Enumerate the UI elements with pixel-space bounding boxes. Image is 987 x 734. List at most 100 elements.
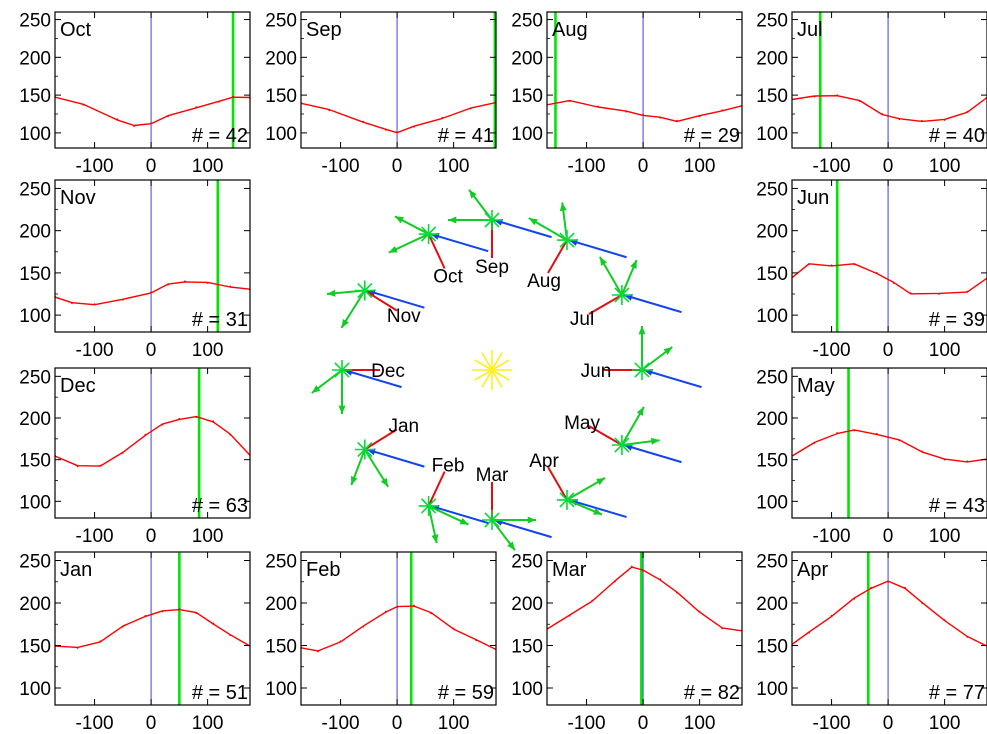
data-point [676,119,678,122]
data-point [413,125,415,128]
month-label: Dec [371,361,405,382]
orbit-may: May [564,406,682,464]
x-tick-label: 0 [883,156,894,177]
y-tick-label: 250 [19,179,51,200]
series-line [55,96,250,127]
green-arrow-head [311,385,321,393]
x-tick-label: 0 [146,156,157,177]
data-point [808,263,810,266]
y-tick-label: 200 [19,48,51,69]
red-line [588,425,623,446]
red-line [588,294,623,315]
data-point [625,110,627,113]
green-arrow-head [636,406,644,416]
data-point [161,423,164,426]
month-label: Feb [432,455,465,476]
data-point [698,610,701,613]
month-label: Jan [388,416,419,437]
data-point [966,636,969,638]
x-tick-label: 100 [929,526,961,547]
y-tick-label: 150 [756,637,788,658]
y-tick-label: 200 [756,222,788,243]
count-label: # = 29 [684,125,740,147]
count-label: # = 59 [438,682,494,704]
data-point [93,303,96,305]
y-tick-label: 100 [511,679,543,700]
data-point [317,650,319,653]
y-tick-label: 200 [756,594,788,615]
x-tick-label: 100 [684,156,716,177]
star-icon [420,498,437,514]
data-point [396,606,398,609]
x-tick-label: 0 [638,713,649,734]
data-point [116,118,119,121]
data-point [161,610,164,613]
data-point [966,460,969,463]
data-point [328,109,331,112]
data-point [676,591,678,594]
x-tick-label: -100 [76,340,114,361]
series-line [792,580,987,647]
y-tick-label: 200 [756,48,788,69]
green-arrow-head [559,202,567,212]
y-tick-label: 150 [19,264,51,285]
data-point [721,109,724,112]
data-point [836,432,839,434]
series-line [55,415,250,467]
x-tick-label: -100 [813,713,851,734]
green-arrow-head [394,216,404,224]
x-tick-label: 0 [883,340,894,361]
panel-apr: 250 200 150 100 -100 0 100 Apr # = 77 [756,551,987,734]
data-point [430,612,432,615]
series-line [547,99,742,123]
panel-title: Mar [552,559,587,581]
y-tick-label: 100 [19,124,51,145]
blue-arrow [366,448,425,468]
series-line [55,608,250,649]
panel-title: Dec [60,375,96,397]
y-tick-label: 250 [19,11,51,32]
y-tick-label: 250 [756,367,788,388]
orbit-mar: Mar [476,465,552,551]
data-point [875,432,878,435]
data-point [721,627,724,630]
green-arrow-head [431,534,439,544]
star-icon [484,212,500,228]
data-point [206,282,209,284]
panel-dec: 250 200 150 100 -100 0 100 Dec # = 63 [19,367,251,547]
plot-frame [546,11,743,149]
panel-title: Aug [552,19,588,41]
data-point [384,129,387,131]
data-point [853,429,856,432]
data-point [966,110,969,113]
data-point [836,94,839,96]
x-tick-label: -100 [568,156,606,177]
green-arrow-head [528,218,538,226]
star-icon [614,437,630,453]
data-point [362,120,365,123]
green-arrow-head [341,318,349,328]
x-tick-label: -100 [568,713,606,734]
data-point [99,640,102,643]
count-label: # = 63 [192,495,248,517]
data-point [121,625,124,628]
y-tick-label: 100 [265,124,297,145]
panel-nov: 250 200 150 100 -100 0 100 Nov # = 31 [19,179,251,361]
plot-frame [54,367,251,519]
data-point [921,119,923,122]
x-tick-label: 100 [929,713,961,734]
data-point [195,106,198,109]
data-point [76,465,79,468]
panel-title: Jun [797,187,829,209]
x-tick-label: 100 [192,340,224,361]
y-tick-label: 150 [756,451,788,472]
data-point [133,125,136,127]
count-label: # = 41 [438,125,494,147]
data-point [396,131,398,134]
star-icon [559,232,575,248]
data-point [898,439,901,442]
data-point [144,433,147,436]
data-point [613,580,616,583]
y-tick-label: 200 [19,594,51,615]
